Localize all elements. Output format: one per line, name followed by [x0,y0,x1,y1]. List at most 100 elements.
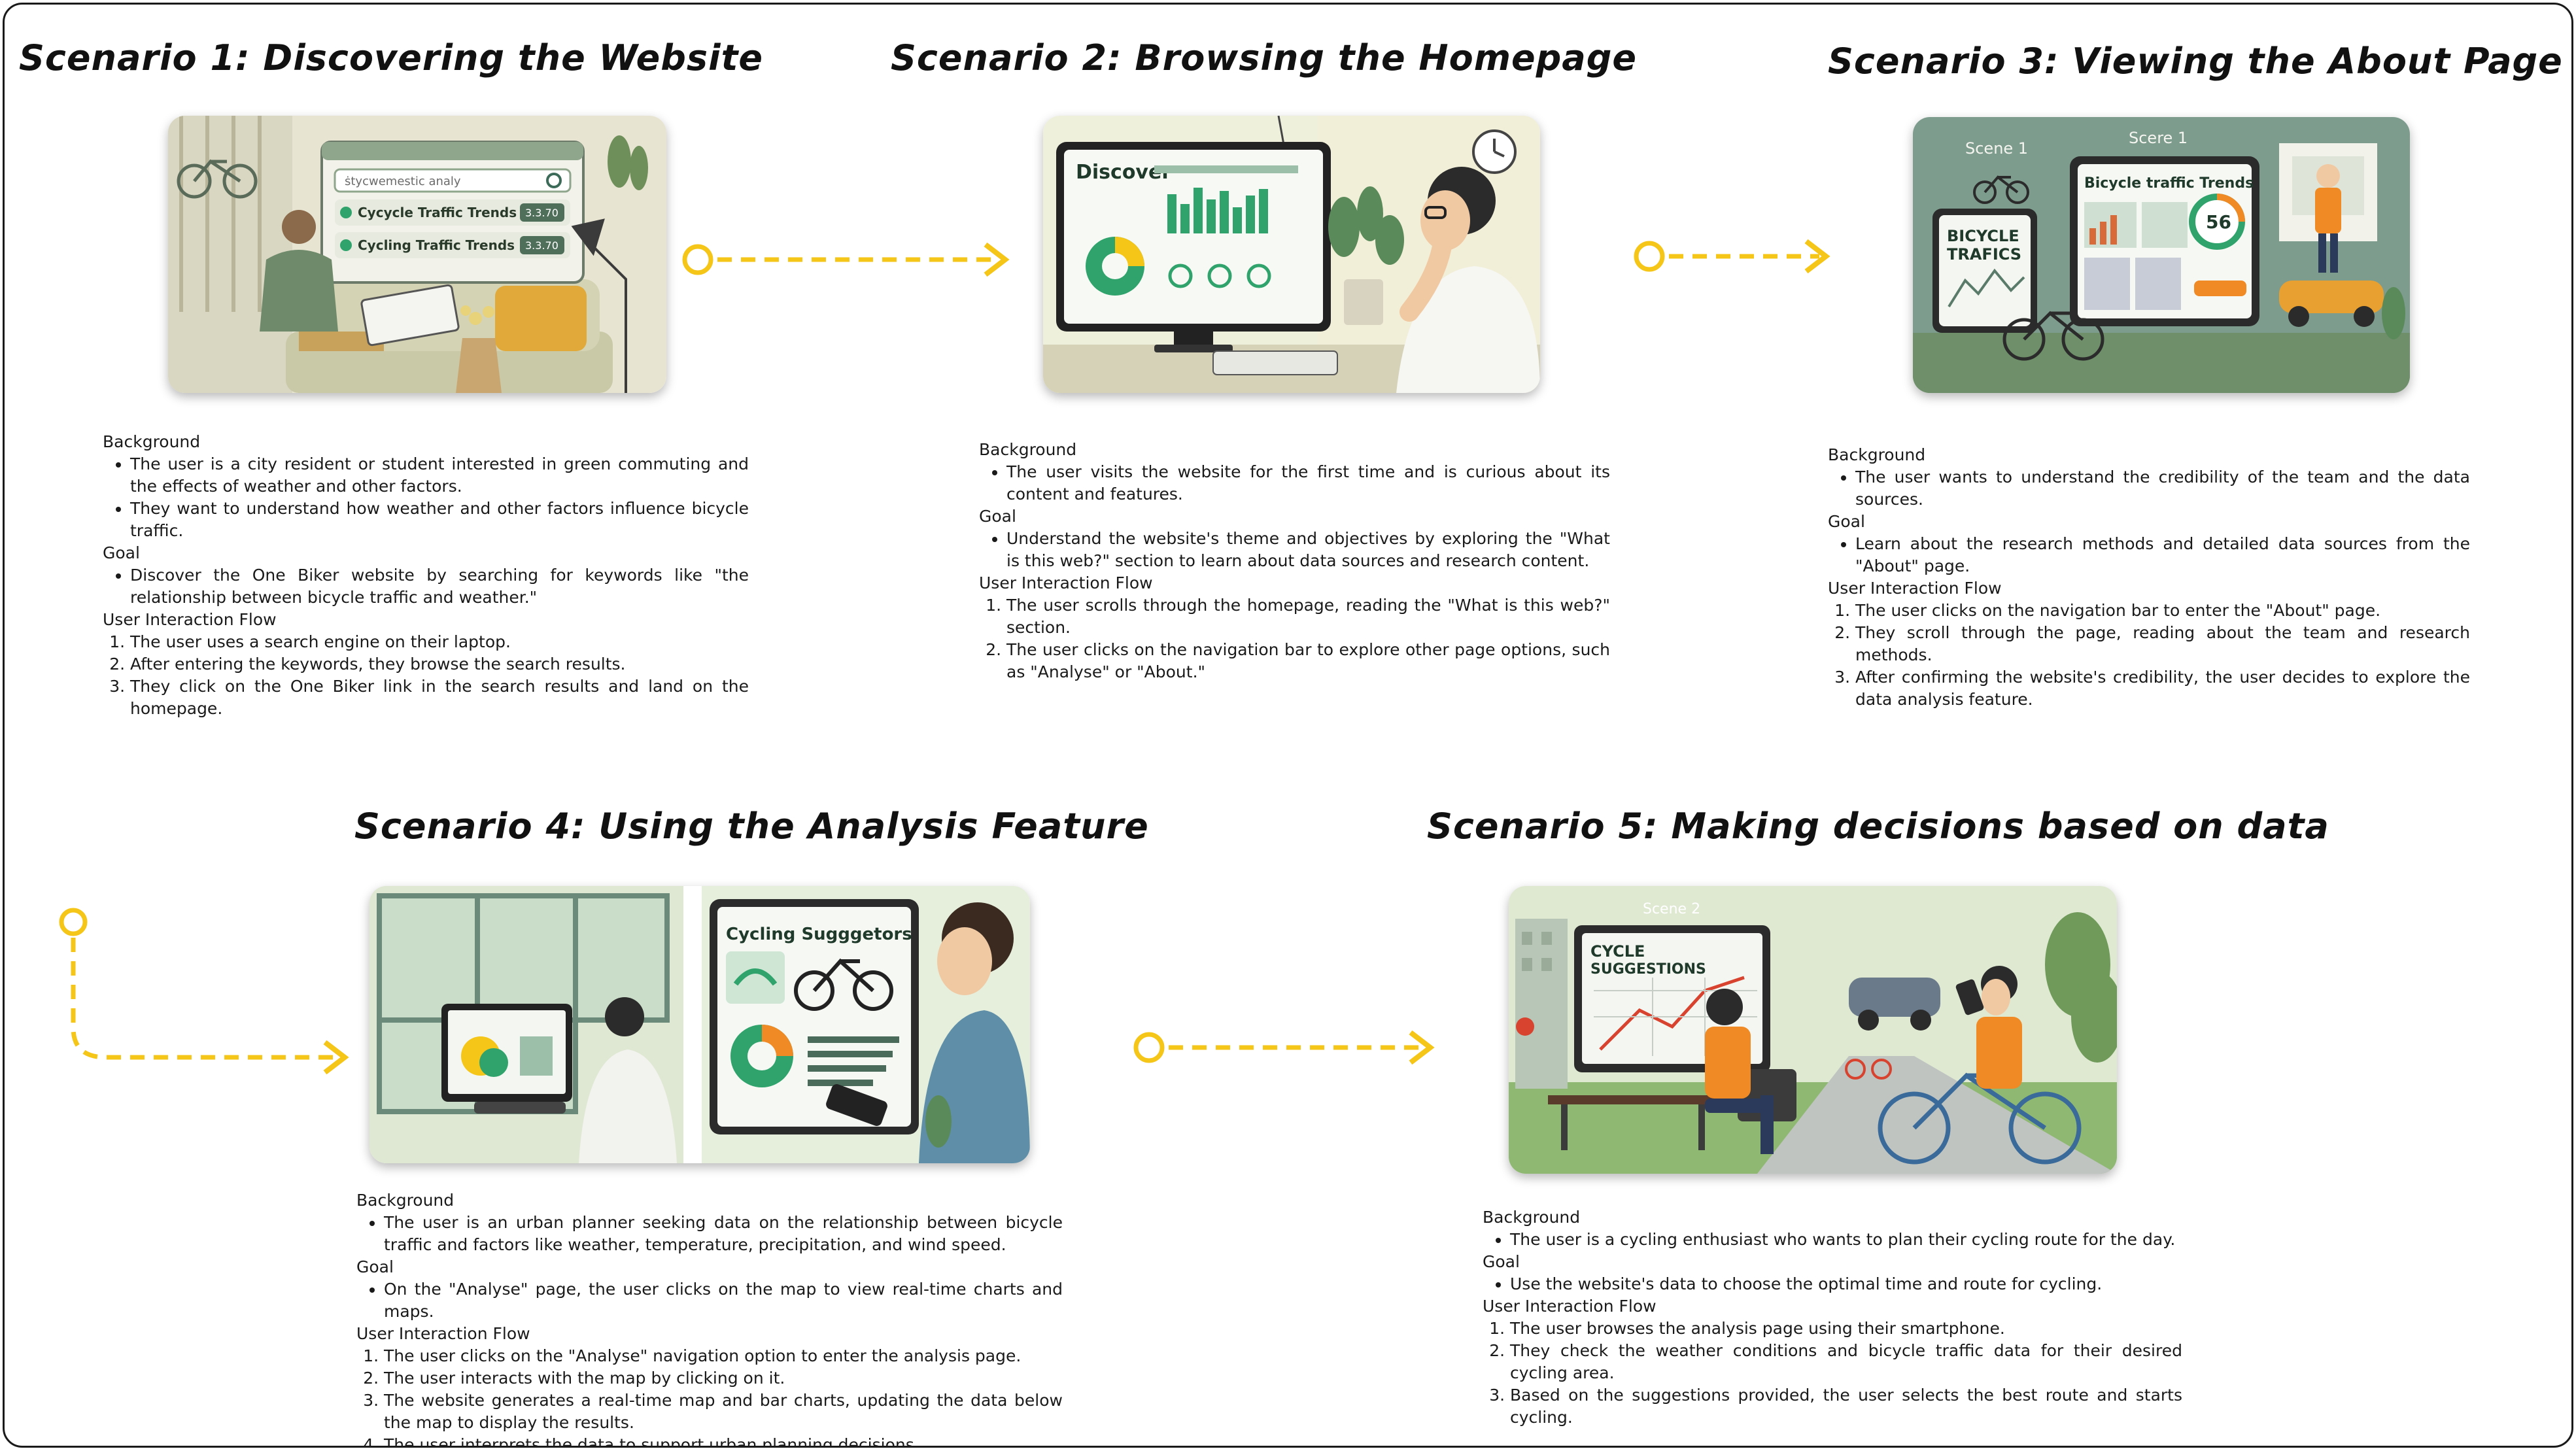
scenario-4-illustration: Cycling Sugggetors [369,886,1030,1163]
tablet-heading-line-2: TRAFICS [1947,245,2021,264]
flow-step: The user interprets the data to support … [384,1434,1063,1446]
living-room-laptop-scene: ṡtycwemestic analy Cycycle Traffic Trend… [168,116,666,393]
scene-label: Scene 2 [1643,901,1700,917]
flow-step: The user scrolls through the homepage, r… [1006,594,1610,639]
map-pin-icon [1516,1017,1534,1036]
background-list: The user visits the website for the firs… [979,461,1610,505]
background-heading: Background [103,432,201,451]
arrow-4-to-5 [1133,1030,1435,1065]
scenario-1-illustration: ṡtycwemestic analy Cycycle Traffic Trend… [168,116,666,393]
scenario-2-description: Background The user visits the website fo… [979,439,1610,683]
scenario-2-title: Scenario 2: Browsing the Homepage [891,37,1637,78]
desk-lamp-icon [571,218,627,393]
flow-step: They check the weather conditions and bi… [1510,1340,2182,1384]
arrow-3-to-4 [59,908,349,1075]
goal-heading: Goal [103,543,140,562]
background-heading: Background [979,440,1077,459]
potted-plant-icon [1328,186,1404,325]
background-list: The user wants to understand the credibi… [1828,466,2470,511]
background-item: The user is an urban planner seeking dat… [384,1212,1063,1256]
analysis-feature-scene: Cycling Sugggetors [369,886,1030,1163]
flow-list: The user browses the analysis page using… [1483,1318,2182,1429]
scenario-3-description: Background The user wants to understand t… [1828,444,2470,711]
scene-label-b: Scere 1 [2129,129,2188,147]
scenario-5-illustration: Scene 2 CYCLE SUGGESTIONS [1509,886,2117,1174]
screen-heading-line-2: SUGGESTIONS [1590,961,1706,978]
flow-step: They click on the One Biker link in the … [130,675,749,720]
flow-step: The user interacts with the map by click… [384,1367,1063,1389]
search-icon [546,173,562,188]
screen-bicycle-icon [794,958,893,1011]
flow-heading: User Interaction Flow [103,610,277,629]
flow-step: The website generates a real-time map an… [384,1389,1063,1434]
goal-item: Discover the One Biker website by search… [130,564,749,609]
flow-step: After confirming the website's credibili… [1855,666,2470,711]
background-heading: Background [1483,1208,1581,1227]
goal-item: Learn about the research methods and det… [1855,533,2470,577]
goal-list: Use the website's data to choose the opt… [1483,1273,2182,1295]
scene-label-a: Scene 1 [1965,139,2028,158]
flow-heading: User Interaction Flow [1828,579,2002,598]
plant-icon [608,135,648,190]
flow-step: The user clicks on the "Analyse" navigat… [384,1345,1063,1367]
small-bicycle-icon [1845,1059,1892,1080]
scenario-4-title: Scenario 4: Using the Analysis Feature [354,806,1149,847]
goal-item: Use the website's data to choose the opt… [1510,1273,2182,1295]
result-title-1: Cycycle Traffic Trends [358,205,517,220]
flow-list: The user uses a search engine on their l… [103,631,749,720]
scenario-3-title: Scenario 3: Viewing the About Page [1828,41,2563,82]
flow-step: The user uses a search engine on their l… [130,631,749,653]
background-item: The user visits the website for the firs… [1006,461,1610,505]
goal-heading: Goal [356,1257,394,1276]
flow-step: The user clicks on the navigation bar to… [1006,639,1610,683]
result-score-1: 3.3.70 [525,207,558,219]
result-score-2: 3.3.70 [525,239,558,252]
background-item: The user wants to understand the credibi… [1855,466,2470,511]
screen-heading: Bicycle traffic Trends [2084,175,2254,192]
scenario-5-description: Background The user is a cycling enthusia… [1483,1206,2182,1429]
flow-list: The user clicks on the "Analyse" navigat… [356,1345,1063,1446]
goal-list: On the "Analyse" page, the user clicks o… [356,1278,1063,1323]
background-heading: Background [356,1191,455,1210]
background-list: The user is an urban planner seeking dat… [356,1212,1063,1256]
goal-heading: Goal [1483,1252,1520,1271]
background-item: The user is a cycling enthusiast who wan… [1510,1229,2182,1251]
goal-list: Discover the One Biker website by search… [103,564,749,609]
goal-heading: Goal [979,507,1016,526]
analysis-screen-heading: Cycling Sugggetors [726,925,912,944]
flow-step: The user browses the analysis page using… [1510,1318,2182,1340]
goal-heading: Goal [1828,512,1865,531]
scenario-2-illustration: Discover [1043,116,1540,393]
scenario-1-title: Scenario 1: Discovering the Website [19,37,764,78]
bicycle-icon [1973,175,2029,204]
homepage-monitor-scene: Discover [1043,116,1540,393]
background-list: The user is a cycling enthusiast who wan… [1483,1229,2182,1251]
background-item: They want to understand how weather and … [130,498,749,542]
gauge-value: 56 [2206,211,2231,233]
background-list: The user is a city resident or student i… [103,453,749,542]
flow-step: The user clicks on the navigation bar to… [1855,600,2470,622]
background-heading: Background [1828,445,1926,464]
flow-step: After entering the keywords, they browse… [130,653,749,675]
goal-list: Understand the website's theme and objec… [979,528,1610,572]
flow-heading: User Interaction Flow [979,573,1153,592]
flow-list: The user clicks on the navigation bar to… [1828,600,2470,711]
flow-step: They scroll through the page, reading ab… [1855,622,2470,666]
background-item: The user is a city resident or student i… [130,453,749,498]
wall-bicycle-icon [177,159,258,199]
park-cycling-scene: Scene 2 CYCLE SUGGESTIONS [1509,886,2117,1174]
arrow-2-to-3 [1634,239,1830,274]
about-page-scene: Scene 1 Scere 1 Bicycle traffic Trends 5… [1913,117,2410,393]
scenario-4-description: Background The user is an urban planner s… [356,1189,1063,1446]
arrow-1-to-2 [682,242,1010,277]
goal-list: Learn about the research methods and det… [1828,533,2470,577]
scenario-3-illustration: Scene 1 Scere 1 Bicycle traffic Trends 5… [1913,117,2410,393]
goal-item: On the "Analyse" page, the user clicks o… [384,1278,1063,1323]
goal-item: Understand the website's theme and objec… [1006,528,1610,572]
search-query: ṡtycwemestic analy [345,175,461,188]
scenario-1-description: Background The user is a city resident or… [103,431,749,720]
tablet-heading-line-1: BICYCLE [1947,227,2019,245]
result-title-2: Cycling Traffic Trends [358,237,515,253]
screen-heading-line-1: CYCLE [1590,942,1645,961]
flow-heading: User Interaction Flow [1483,1297,1657,1316]
